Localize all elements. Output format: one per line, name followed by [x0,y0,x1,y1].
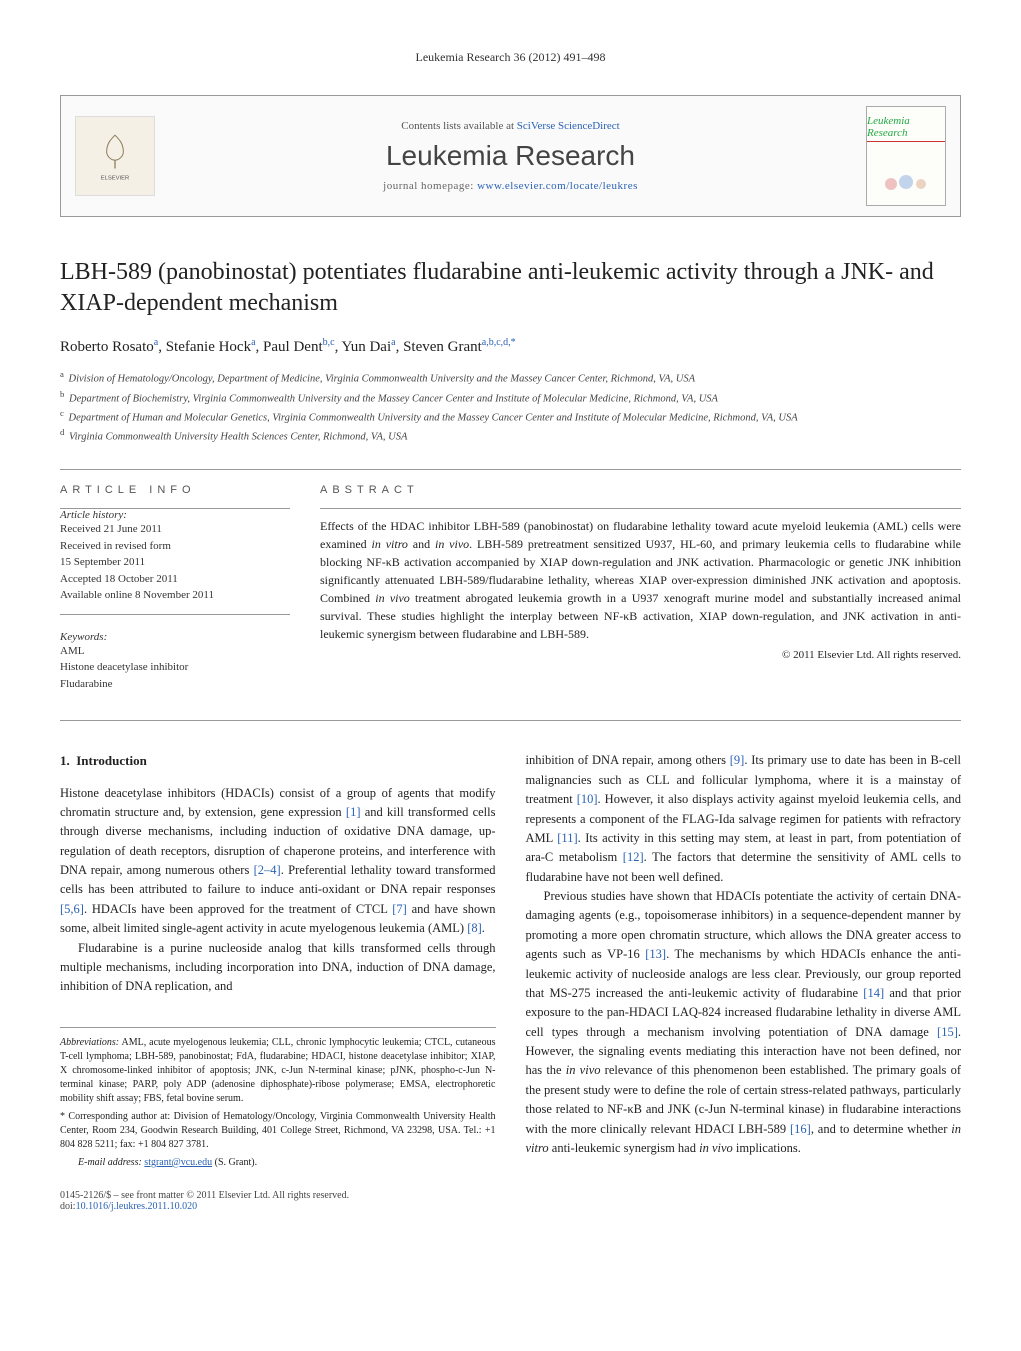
abstract-block: abstract Effects of the HDAC inhibitor L… [320,484,961,692]
history-item: Received in revised form [60,538,290,555]
history-item: Accepted 18 October 2011 [60,571,290,588]
abbreviations-text: AML, acute myelogenous leukemia; CLL, ch… [60,1037,496,1104]
keyword-item: AML [60,643,290,660]
author-list: Roberto Rosatoa, Stefanie Hocka, Paul De… [60,337,961,356]
footer-block: 0145-2126/$ – see front matter © 2011 El… [60,1190,961,1212]
contents-available-line: Contents lists available at SciVerse Sci… [155,120,866,132]
history-label: Article history: [60,509,290,521]
author-name: Paul Dent [263,339,323,355]
contents-prefix: Contents lists available at [401,120,516,132]
affiliation-item: b Department of Biochemistry, Virginia C… [60,388,961,407]
corresponding-label: * Corresponding author at: [60,1111,170,1122]
doi-prefix: doi: [60,1201,76,1212]
body-column-right: inhibition of DNA repair, among others [… [526,751,962,1169]
history-item: Received 21 June 2011 [60,521,290,538]
cover-art-icon [876,144,936,194]
running-header: Leukemia Research 36 (2012) 491–498 [60,50,961,65]
author-name: Yun Dai [342,339,392,355]
divider [60,469,961,470]
citation-ref[interactable]: [16] [790,1122,811,1136]
abbreviations-label: Abbreviations: [60,1037,119,1048]
email-link[interactable]: stgrant@vcu.edu [144,1157,212,1168]
author-affil-sup: b,c [323,337,335,348]
affiliation-item: a Division of Hematology/Oncology, Depar… [60,368,961,387]
cover-title: Leukemia Research [867,115,945,142]
citation-ref[interactable]: [1] [346,805,361,819]
article-info-heading: article info [60,484,290,496]
history-item: Available online 8 November 2011 [60,587,290,604]
sciencedirect-link[interactable]: SciVerse ScienceDirect [517,120,620,132]
journal-cover-thumbnail: Leukemia Research [866,106,946,206]
journal-homepage-line: journal homepage: www.elsevier.com/locat… [155,180,866,192]
citation-ref[interactable]: [9] [730,753,745,767]
section-heading: 1. Introduction [60,751,496,771]
affiliation-item: c Department of Human and Molecular Gene… [60,407,961,426]
body-column-left: 1. Introduction Histone deacetylase inhi… [60,751,496,1169]
author-name: Steven Grant [403,339,482,355]
history-item: 15 September 2011 [60,554,290,571]
citation-ref[interactable]: [12] [623,850,644,864]
article-title: LBH-589 (panobinostat) potentiates fluda… [60,257,961,319]
keywords-label: Keywords: [60,631,290,643]
abstract-text: Effects of the HDAC inhibitor LBH-589 (p… [320,517,961,643]
author-affil-sup: a [391,337,395,348]
journal-name: Leukemia Research [155,140,866,172]
author-name: Roberto Rosato [60,339,154,355]
keyword-item: Fludarabine [60,676,290,693]
journal-masthead: ELSEVIER Contents lists available at Sci… [60,95,961,217]
body-paragraph: Histone deacetylase inhibitors (HDACIs) … [60,784,496,939]
elsevier-tree-icon: ELSEVIER [90,131,140,181]
abstract-heading: abstract [320,484,961,496]
author-affil-sup: a,b,c,d,* [482,337,516,348]
publisher-name: ELSEVIER [101,175,130,181]
issn-line: 0145-2126/$ – see front matter © 2011 El… [60,1190,961,1201]
citation-ref[interactable]: [5,6] [60,902,84,916]
citation-ref[interactable]: [7] [392,902,407,916]
article-info-block: article info Article history: Received 2… [60,484,290,692]
publisher-logo: ELSEVIER [75,116,155,196]
citation-ref[interactable]: [11] [557,831,577,845]
citation-ref[interactable]: [8] [467,921,482,935]
affiliation-list: a Division of Hematology/Oncology, Depar… [60,368,961,445]
author-name: Stefanie Hock [166,339,251,355]
homepage-prefix: journal homepage: [383,180,477,192]
body-paragraph: Fludarabine is a purine nucleoside analo… [60,939,496,997]
citation-ref[interactable]: [2–4] [254,863,281,877]
citation-ref[interactable]: [13] [645,947,666,961]
author-affil-sup: a [154,337,158,348]
abstract-copyright: © 2011 Elsevier Ltd. All rights reserved… [320,649,961,661]
footnotes-block: Abbreviations: AML, acute myelogenous le… [60,1027,496,1170]
citation-ref[interactable]: [15] [937,1025,958,1039]
doi-link[interactable]: 10.1016/j.leukres.2011.10.020 [76,1201,198,1212]
body-paragraph: Previous studies have shown that HDACIs … [526,887,962,1158]
email-suffix: (S. Grant). [212,1157,257,1168]
keyword-item: Histone deacetylase inhibitor [60,659,290,676]
citation-ref[interactable]: [10] [577,792,598,806]
body-paragraph: inhibition of DNA repair, among others [… [526,751,962,887]
email-label: E-mail address: [78,1157,144,1168]
citation-ref[interactable]: [14] [863,986,884,1000]
homepage-link[interactable]: www.elsevier.com/locate/leukres [477,180,638,192]
author-affil-sup: a [251,337,255,348]
affiliation-item: d Virginia Commonwealth University Healt… [60,426,961,445]
